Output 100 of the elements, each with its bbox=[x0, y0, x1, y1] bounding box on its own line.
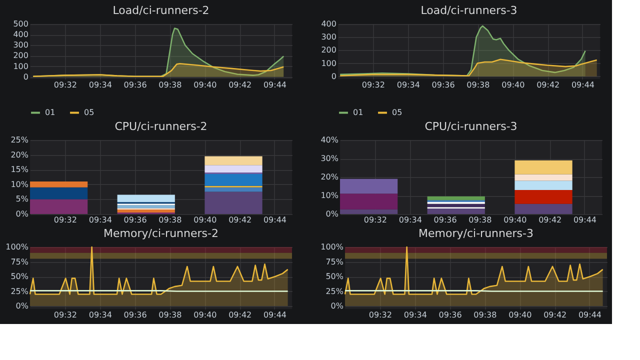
x-tick-label: 09:42 bbox=[228, 216, 252, 224]
x-tick-label: 09:40 bbox=[502, 80, 525, 90]
y-tick-label: 0% bbox=[16, 210, 29, 218]
y-tick-label: 0 bbox=[331, 72, 336, 81]
y-tick-label: 100 bbox=[321, 58, 336, 68]
x-tick-label: 09:38 bbox=[158, 216, 182, 224]
bar bbox=[427, 208, 485, 214]
bar bbox=[427, 196, 485, 200]
y-tick-label: 400 bbox=[321, 20, 336, 28]
bar bbox=[514, 180, 572, 190]
y-tick-label: 20% bbox=[320, 172, 339, 182]
y-tick-label: 400 bbox=[13, 30, 28, 40]
x-tick-label: 09:38 bbox=[466, 80, 490, 90]
y-tick-label: 75% bbox=[10, 257, 29, 266]
y-tick-label: 200 bbox=[13, 51, 28, 60]
x-tick-label: 09:32 bbox=[54, 216, 77, 224]
y-tick-label: 300 bbox=[13, 40, 28, 50]
x-tick-label: 09:38 bbox=[474, 310, 497, 320]
bar bbox=[30, 187, 88, 200]
x-tick-label: 09:44 bbox=[578, 310, 602, 320]
y-tick-label: 200 bbox=[321, 46, 336, 55]
y-tick-label: 10% bbox=[320, 191, 339, 200]
chart-title: Load/ci-runners-3 bbox=[420, 4, 518, 17]
x-tick-label: 09:44 bbox=[573, 216, 597, 224]
x-tick-label: 09:42 bbox=[544, 310, 567, 320]
y-tick-label: 20% bbox=[10, 150, 29, 160]
bar bbox=[30, 181, 88, 188]
bar bbox=[204, 192, 262, 214]
x-tick-label: 09:32 bbox=[368, 310, 392, 320]
bar bbox=[204, 187, 262, 192]
x-tick-label: 09:42 bbox=[228, 80, 252, 90]
legend-label: 01 bbox=[45, 108, 56, 117]
x-tick-label: 09:34 bbox=[404, 310, 427, 320]
bar bbox=[514, 174, 572, 181]
x-tick-label: 09:32 bbox=[364, 216, 387, 224]
x-tick-label: 09:40 bbox=[194, 310, 217, 320]
y-tick-label: 50% bbox=[10, 272, 29, 282]
bar bbox=[117, 210, 175, 213]
y-tick-label: 0% bbox=[330, 302, 344, 311]
legend-label: 05 bbox=[392, 108, 402, 117]
bar bbox=[30, 199, 88, 214]
chart-title: Load/ci-runners-2 bbox=[112, 4, 210, 17]
y-tick-label: 5% bbox=[16, 194, 29, 204]
x-tick-label: 09:36 bbox=[438, 310, 462, 320]
x-tick-label: 09:36 bbox=[432, 80, 455, 90]
y-tick-label: 50% bbox=[326, 272, 344, 282]
y-tick-label: 0 bbox=[23, 72, 28, 82]
x-tick-label: 09:40 bbox=[194, 216, 217, 224]
x-tick-label: 09:44 bbox=[263, 216, 287, 224]
bar bbox=[340, 209, 398, 214]
bar bbox=[117, 205, 175, 208]
bar bbox=[514, 160, 572, 174]
x-tick-label: 09:42 bbox=[538, 216, 562, 224]
x-tick-label: 09:36 bbox=[434, 216, 457, 224]
y-tick-label: 25% bbox=[10, 286, 29, 296]
y-tick-label: 40% bbox=[320, 136, 339, 144]
x-tick-label: 09:44 bbox=[263, 80, 287, 90]
x-tick-label: 09:38 bbox=[158, 310, 182, 320]
x-tick-label: 09:40 bbox=[194, 80, 217, 90]
x-tick-label: 09:38 bbox=[468, 216, 492, 224]
chart-title: CPU/ci-runners-2 bbox=[114, 120, 208, 133]
x-tick-label: 09:40 bbox=[508, 310, 532, 320]
x-tick-label: 09:34 bbox=[88, 310, 112, 320]
chart-title: Memory/ci-runners-3 bbox=[418, 227, 534, 240]
bar bbox=[340, 194, 398, 210]
x-tick-label: 09:42 bbox=[536, 80, 560, 90]
bar bbox=[204, 174, 262, 186]
bar bbox=[204, 165, 262, 173]
bar bbox=[427, 204, 485, 208]
legend-label: 05 bbox=[84, 108, 94, 117]
chart-title: CPU/ci-runners-3 bbox=[424, 120, 518, 133]
y-tick-label: 500 bbox=[13, 20, 28, 28]
bar bbox=[514, 204, 572, 214]
y-tick-label: 100% bbox=[6, 242, 29, 252]
y-tick-label: 300 bbox=[321, 32, 336, 42]
x-tick-label: 09:34 bbox=[398, 216, 422, 224]
y-tick-label: 100 bbox=[13, 62, 28, 71]
y-tick-label: 25% bbox=[326, 286, 344, 296]
y-tick-label: 100% bbox=[320, 242, 344, 252]
x-tick-label: 09:44 bbox=[571, 80, 595, 90]
y-tick-label: 0% bbox=[16, 302, 29, 311]
y-tick-label: 0% bbox=[326, 210, 339, 218]
x-tick-label: 09:32 bbox=[54, 310, 77, 320]
x-tick-label: 09:34 bbox=[88, 80, 112, 90]
x-tick-label: 09:32 bbox=[362, 80, 385, 90]
x-tick-label: 09:44 bbox=[263, 310, 287, 320]
x-tick-label: 09:36 bbox=[124, 310, 147, 320]
x-tick-label: 09:38 bbox=[158, 80, 182, 90]
bar bbox=[204, 156, 262, 166]
bar bbox=[514, 190, 572, 204]
x-tick-label: 09:32 bbox=[54, 80, 77, 90]
x-tick-label: 09:42 bbox=[228, 310, 252, 320]
y-tick-label: 10% bbox=[10, 180, 29, 189]
x-tick-label: 09:34 bbox=[396, 80, 420, 90]
y-tick-label: 75% bbox=[326, 257, 344, 266]
bar bbox=[117, 194, 175, 202]
legend-label: 01 bbox=[353, 108, 364, 117]
x-tick-label: 09:40 bbox=[504, 216, 527, 224]
x-tick-label: 09:36 bbox=[124, 80, 147, 90]
bar bbox=[340, 178, 398, 194]
